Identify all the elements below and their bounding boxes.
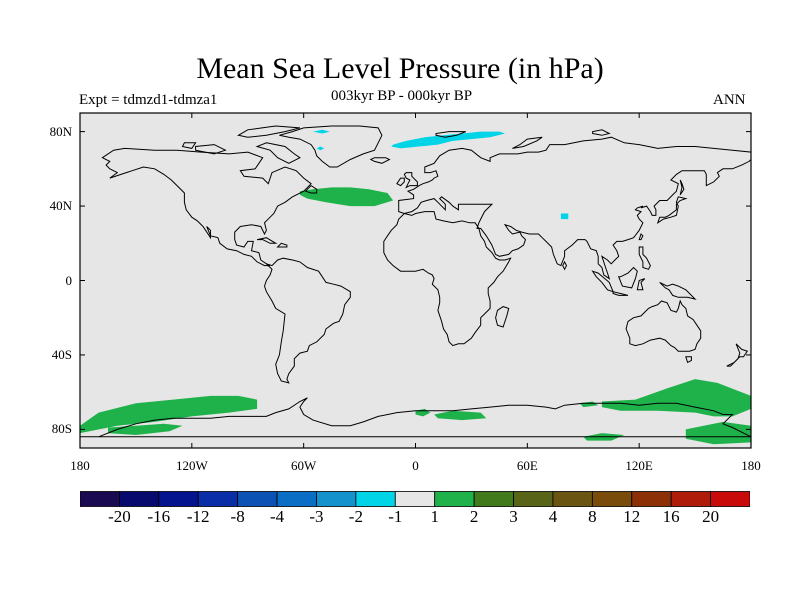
lon-label: 180 <box>741 458 761 473</box>
coastline-madagascar <box>495 306 510 328</box>
lon-label: 60E <box>516 458 538 473</box>
colorbar <box>80 491 750 507</box>
coastline-new-zealand <box>726 343 749 367</box>
coastline-java <box>612 291 629 296</box>
lat-label: 40S <box>51 346 72 362</box>
colorbar-label: 1 <box>430 507 439 526</box>
colorbar-label: -20 <box>108 507 131 526</box>
colorbar-swatch <box>355 491 396 507</box>
coastline-novaya-zemlya <box>512 136 543 149</box>
colorbar-label: -8 <box>230 507 245 526</box>
coastline-australia <box>625 299 702 352</box>
coastline-japan <box>656 196 688 225</box>
anomaly-dronning-maud-positive <box>434 410 487 421</box>
colorbar-swatch <box>316 491 357 507</box>
lon-label: 0 <box>412 458 419 473</box>
colorbar-swatch <box>237 491 278 507</box>
coastline-ireland <box>396 177 405 187</box>
coastline-north-america <box>101 147 312 267</box>
anomaly-layer <box>80 129 751 445</box>
colorbar-label: 20 <box>702 507 720 526</box>
colorbar-swatch <box>631 491 672 507</box>
coastline-borneo <box>617 266 638 289</box>
coastline-eurasia <box>398 136 752 280</box>
coastline-ellesmere-island <box>237 125 301 138</box>
colorbar-swatch <box>80 491 120 507</box>
coastline-greenland <box>279 125 383 168</box>
colorbar-label: -2 <box>348 507 363 526</box>
anomaly-ross-positive-east <box>685 421 751 445</box>
colorbar-swatch <box>591 491 633 507</box>
colorbar-label: 3 <box>509 507 518 526</box>
coastline-africa <box>383 211 512 347</box>
coastline-taiwan <box>638 233 644 241</box>
lon-label: 180 <box>70 458 90 473</box>
colorbar-swatch <box>197 491 239 507</box>
coastline-hispaniola <box>276 242 288 248</box>
season-label: ANN <box>713 92 746 108</box>
colorbar-swatch <box>276 491 317 507</box>
colorbar-label: 4 <box>548 507 558 526</box>
tick-layer <box>79 113 752 448</box>
coastline-sumatra <box>591 270 614 293</box>
colorbar-label: -3 <box>309 507 324 526</box>
anomaly-central-asia-negative <box>560 213 569 220</box>
colorbar-swatch <box>552 491 593 507</box>
anomaly-pacific-antarctic-positive <box>80 395 258 434</box>
lat-label: 0 <box>65 272 73 288</box>
anomaly-arctic-negative-small <box>313 129 330 134</box>
coastline-newfoundland <box>304 184 318 194</box>
coastline-great-britain <box>403 172 418 189</box>
lat-label: 80N <box>49 123 72 139</box>
coastline-antarctica <box>80 397 752 438</box>
colorbar-swatch <box>710 491 750 507</box>
colorbar-label: -4 <box>269 507 285 526</box>
anomaly-greenland-negative-small <box>316 146 325 151</box>
colorbar-label: 12 <box>623 507 641 526</box>
colorbar-swatch <box>670 491 711 507</box>
coastline-philippines <box>638 246 651 270</box>
coastline-iceland <box>369 157 391 164</box>
colorbar-swatch <box>513 491 554 507</box>
coastline-new-guinea <box>659 281 697 300</box>
coastline-layer <box>80 125 752 438</box>
coastline-svalbard <box>435 131 466 138</box>
lon-label: 60W <box>291 458 317 473</box>
coastline-severnaya-zemlya <box>592 129 611 136</box>
colorbar-label: 2 <box>469 507 479 526</box>
anomaly-indian-antarctic-positive <box>601 379 751 417</box>
colorbar-label: -1 <box>388 507 403 526</box>
lon-label: 120W <box>175 458 208 473</box>
coastline-south-america <box>263 257 351 384</box>
colorbar-swatch <box>158 491 199 507</box>
colorbar-swatch <box>434 491 475 507</box>
colorbar-swatch <box>394 491 436 507</box>
lon-label: 120E <box>625 458 653 473</box>
lat-label: 80S <box>51 421 72 437</box>
anomaly-barents-negative <box>391 131 505 149</box>
coastline-tasmania <box>685 356 692 364</box>
colorbar-label: -16 <box>147 507 171 526</box>
lat-label: 40N <box>49 198 72 214</box>
colorbar-label: -12 <box>186 507 210 526</box>
colorbar-swatch <box>473 491 514 507</box>
coastline-banks-island <box>181 142 197 149</box>
coastline-sri-lanka <box>562 260 568 271</box>
coastline-cuba <box>256 237 278 244</box>
experiment-label: Expt = tdmzd1-tdmza1 <box>79 92 218 108</box>
colorbar-swatch <box>119 491 160 507</box>
colorbar-label: 16 <box>662 507 680 526</box>
coastline-sulawesi <box>636 278 646 291</box>
coastline-victoria-island <box>195 144 227 155</box>
anomaly-north-atlantic-positive <box>299 187 394 207</box>
map-title: Mean Sea Level Pressure (in hPa) <box>196 52 604 85</box>
coastline-baffin-island <box>255 142 301 164</box>
coastline-sakhalin <box>679 179 685 196</box>
colorbar-label: 8 <box>588 507 597 526</box>
period-subtitle: 003kyr BP - 000kyr BP <box>331 88 473 104</box>
